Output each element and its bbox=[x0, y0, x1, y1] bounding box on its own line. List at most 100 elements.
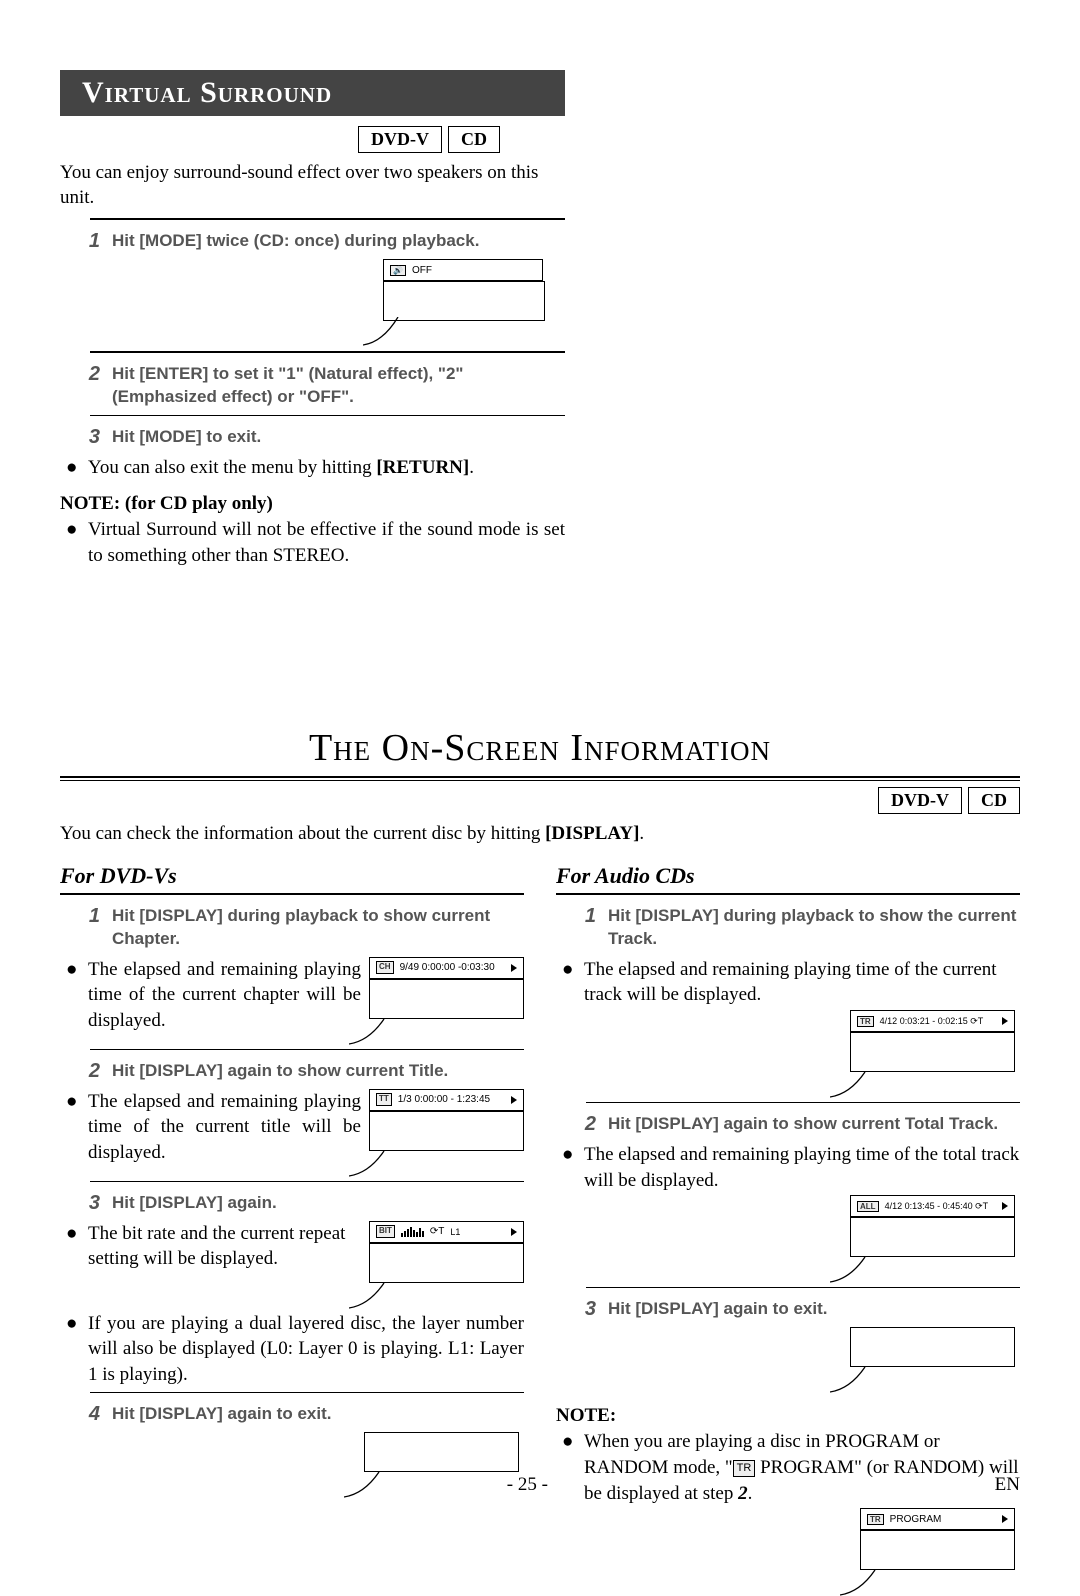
step-text: Hit [DISPLAY] during playback to show cu… bbox=[112, 905, 524, 951]
osd-chapter: CH 9/49 0:00:00 -0:03:30 bbox=[369, 957, 524, 979]
badge-cd: CD bbox=[448, 126, 500, 153]
osd-program: TR PROGRAM bbox=[860, 1508, 1015, 1530]
step-number: 1 bbox=[556, 905, 608, 928]
step-1: 1 Hit [MODE] twice (CD: once) during pla… bbox=[60, 230, 565, 253]
bullet-dot-icon: ● bbox=[60, 1311, 88, 1337]
osd-text: PROGRAM bbox=[890, 1514, 942, 1525]
bullet-dot-icon: ● bbox=[60, 1089, 88, 1115]
osd-title: TT 1/3 0:00:00 - 1:23:45 bbox=[369, 1089, 524, 1111]
play-icon bbox=[1002, 1017, 1008, 1025]
step-text: Hit [DISPLAY] again. bbox=[112, 1192, 277, 1215]
osd-text: OFF bbox=[412, 265, 432, 276]
page-footer: - 25 - EN bbox=[60, 1474, 1020, 1496]
dvd-step-2: 2 Hit [DISPLAY] again to show current Ti… bbox=[60, 1060, 524, 1083]
step-number: 1 bbox=[60, 905, 112, 928]
cd-b2: ● The elapsed and remaining playing time… bbox=[556, 1142, 1020, 1193]
note-heading: NOTE: (for CD play only) bbox=[60, 493, 565, 515]
step-number: 1 bbox=[60, 230, 112, 253]
step-text: Hit [DISPLAY] again to show current Tota… bbox=[608, 1113, 998, 1136]
callout-tail-icon bbox=[830, 1072, 890, 1098]
callout-tail-icon bbox=[830, 1367, 890, 1393]
cd-step-2: 2 Hit [DISPLAY] again to show current To… bbox=[556, 1113, 1020, 1136]
callout-tail-icon bbox=[349, 1283, 409, 1309]
osd-tag: TT bbox=[376, 1093, 392, 1106]
bullet-dot-icon: ● bbox=[556, 1429, 584, 1455]
section-title-virtual-surround: Virtual Surround bbox=[60, 70, 565, 116]
step-number: 2 bbox=[60, 1060, 112, 1083]
play-icon bbox=[1002, 1202, 1008, 1210]
bitrate-bars-icon bbox=[401, 1227, 424, 1237]
badge-dvdv: DVD-V bbox=[358, 126, 442, 153]
step-text: Hit [DISPLAY] during playback to show th… bbox=[608, 905, 1020, 951]
cd-b1: ● The elapsed and remaining playing time… bbox=[556, 957, 1020, 1008]
dvd-step-1: 1 Hit [DISPLAY] during playback to show … bbox=[60, 905, 524, 951]
dvd-b2: ● TT 1/3 0:00:00 - 1:23:45 The elapsed a… bbox=[60, 1089, 524, 1177]
osd-bitrate: BIT ⟳T L1 bbox=[369, 1221, 524, 1243]
step-number: 2 bbox=[556, 1113, 608, 1136]
dvd-step-3: 3 Hit [DISPLAY] again. bbox=[60, 1192, 524, 1215]
play-icon bbox=[511, 1228, 517, 1236]
callout-tail-icon bbox=[830, 1257, 890, 1283]
subheading-dvdvs: For DVD-Vs bbox=[60, 863, 524, 889]
step-text: Hit [DISPLAY] again to show current Titl… bbox=[112, 1060, 448, 1083]
bullet-dot-icon: ● bbox=[556, 957, 584, 983]
step-number: 3 bbox=[556, 1298, 608, 1321]
osd-tag: TR bbox=[867, 1514, 884, 1525]
osd-text: 4/12 0:13:45 - 0:45:40 ⟳T bbox=[885, 1201, 989, 1212]
callout-tail-icon bbox=[349, 1019, 409, 1045]
osd-tag: TR bbox=[857, 1016, 874, 1027]
osd-track: TR 4/12 0:03:21 - 0:02:15 ⟳T bbox=[850, 1010, 1015, 1032]
callout-tail-icon bbox=[363, 317, 423, 347]
osd-text: 4/12 0:03:21 - 0:02:15 ⟳T bbox=[880, 1016, 984, 1027]
cd-step-3: 3 Hit [DISPLAY] again to exit. bbox=[556, 1298, 1020, 1321]
dvd-b3: ● BIT ⟳T L1 The bit rate and the bbox=[60, 1221, 524, 1309]
repeat-icon: ⟳T bbox=[430, 1225, 445, 1239]
step-2: 2 Hit [ENTER] to set it "1" (Natural eff… bbox=[60, 363, 565, 409]
page-number: - 25 - bbox=[507, 1474, 548, 1496]
badge-cd: CD bbox=[968, 787, 1020, 814]
cd-step-1: 1 Hit [DISPLAY] during playback to show … bbox=[556, 905, 1020, 951]
section-title-onscreen-info: The On-Screen Information bbox=[60, 726, 1020, 770]
intro-text: You can enjoy surround-sound effect over… bbox=[60, 161, 565, 210]
step-number: 4 bbox=[60, 1403, 112, 1426]
callout-tail-icon bbox=[349, 1151, 409, 1177]
step-text: Hit [ENTER] to set it "1" (Natural effec… bbox=[112, 363, 565, 409]
osd-text: 1/3 0:00:00 - 1:23:45 bbox=[398, 1093, 490, 1107]
page-lang: EN bbox=[995, 1474, 1020, 1496]
note-heading-cd: NOTE: bbox=[556, 1405, 1020, 1427]
bullet-dot-icon: ● bbox=[60, 455, 88, 481]
play-icon bbox=[511, 1096, 517, 1104]
osd-display-off: 🔊 OFF bbox=[383, 259, 543, 281]
osd-tag: CH bbox=[376, 961, 394, 974]
step-text: Hit [DISPLAY] again to exit. bbox=[112, 1403, 331, 1426]
osd-tag: BIT bbox=[376, 1225, 395, 1238]
step-number: 2 bbox=[60, 363, 112, 386]
badge-dvdv: DVD-V bbox=[878, 787, 962, 814]
subheading-audiocds: For Audio CDs bbox=[556, 863, 1020, 889]
osd-total-track: ALL 4/12 0:13:45 - 0:45:40 ⟳T bbox=[850, 1195, 1015, 1217]
callout-tail-icon bbox=[840, 1570, 900, 1596]
bullet-dot-icon: ● bbox=[60, 957, 88, 983]
bullet-note: ● Virtual Surround will not be effective… bbox=[60, 517, 565, 568]
dvd-step-4: 4 Hit [DISPLAY] again to exit. bbox=[60, 1403, 524, 1426]
dvd-b1: ● CH 9/49 0:00:00 -0:03:30 The elapsed a… bbox=[60, 957, 524, 1045]
badges-row: DVD-V CD bbox=[60, 126, 565, 153]
bullet-exit-return: ● You can also exit the menu by hitting … bbox=[60, 455, 565, 481]
step-text: Hit [DISPLAY] again to exit. bbox=[608, 1298, 827, 1321]
badges-row-2: DVD-V CD bbox=[60, 787, 1020, 814]
osd-tag: ALL bbox=[857, 1201, 879, 1212]
osd-tag-speaker-icon: 🔊 bbox=[390, 265, 406, 276]
step-text: Hit [MODE] twice (CD: once) during playb… bbox=[112, 230, 479, 253]
bullet-dot-icon: ● bbox=[60, 517, 88, 543]
play-icon bbox=[511, 964, 517, 972]
step-text: Hit [MODE] to exit. bbox=[112, 426, 261, 449]
bullet-dot-icon: ● bbox=[556, 1142, 584, 1168]
play-icon bbox=[1002, 1515, 1008, 1523]
bullet-dot-icon: ● bbox=[60, 1221, 88, 1247]
step-3: 3 Hit [MODE] to exit. bbox=[60, 426, 565, 449]
step-number: 3 bbox=[60, 1192, 112, 1215]
osd-text: 9/49 0:00:00 -0:03:30 bbox=[400, 961, 495, 975]
dvd-b3b: ● If you are playing a dual layered disc… bbox=[60, 1311, 524, 1388]
intro-text-2: You can check the information about the … bbox=[60, 822, 1020, 847]
step-number: 3 bbox=[60, 426, 112, 449]
